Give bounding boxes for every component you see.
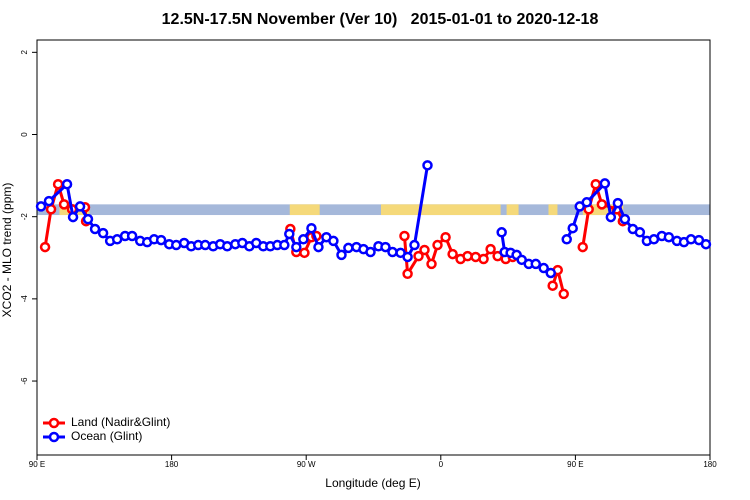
legend-label: Ocean (Glint) [71, 429, 142, 443]
data-point [581, 197, 593, 208]
land-range [506, 204, 519, 216]
data-point [365, 246, 376, 258]
data-point [462, 250, 473, 262]
data-point [402, 268, 413, 280]
data-point [61, 178, 73, 190]
data-point [343, 242, 354, 254]
data-point [298, 234, 309, 245]
data-point [567, 222, 578, 234]
data-point [328, 235, 339, 247]
data-point [67, 211, 79, 223]
y-tick-label: 0 [20, 132, 29, 137]
data-point [561, 234, 572, 245]
data-point [155, 234, 167, 246]
data-point [279, 239, 290, 251]
data-point [478, 253, 489, 265]
data-point [547, 280, 558, 291]
y-tick-label: 2 [20, 50, 29, 55]
data-point [485, 243, 496, 255]
data-point [35, 201, 47, 212]
y-axis-title: XCO2 - MLO trend (ppm) [0, 183, 14, 318]
legend-marker [48, 417, 60, 429]
data-point [496, 227, 507, 238]
data-point [380, 241, 391, 253]
data-point [43, 195, 55, 207]
data-point [413, 250, 424, 262]
data-point [306, 222, 317, 234]
x-tick-label: 180 [703, 460, 717, 469]
data-point [52, 178, 64, 190]
data-point [619, 213, 631, 225]
x-tick-label: 180 [165, 460, 179, 469]
x-tick-label: 90 E [29, 460, 45, 469]
data-point [538, 262, 549, 274]
data-point [558, 288, 569, 300]
data-point [419, 244, 430, 256]
chart-title: 12.5N-17.5N November (Ver 10) 2015-01-01… [162, 11, 599, 28]
land-range [582, 204, 624, 216]
data-point [599, 178, 611, 189]
data-point [200, 239, 211, 251]
legend-marker [48, 431, 60, 443]
data-point [45, 204, 57, 215]
data-point [447, 248, 458, 260]
data-point [126, 230, 138, 242]
data-point [426, 258, 437, 270]
data-point [97, 227, 109, 239]
y-tick-label: -4 [20, 295, 29, 303]
data-point [387, 246, 398, 258]
x-tick-label: 0 [439, 460, 444, 469]
data-point [605, 211, 617, 223]
data-point [700, 238, 712, 250]
y-tick-label: -6 [20, 377, 29, 385]
data-point [440, 231, 451, 243]
land-range [289, 204, 320, 216]
data-point [82, 213, 94, 225]
y-tick-label: -2 [20, 213, 29, 221]
x-tick-label: 90 W [297, 460, 316, 469]
data-point [634, 227, 646, 238]
data-point [402, 251, 413, 263]
data-point [590, 178, 601, 190]
data-point [596, 199, 608, 210]
data-point [291, 241, 302, 253]
land-range [548, 204, 558, 216]
data-point [399, 230, 410, 242]
data-point [663, 231, 675, 243]
data-point [577, 241, 588, 253]
data-point [313, 241, 324, 253]
data-point [39, 241, 51, 253]
data-point [221, 241, 233, 252]
data-point [612, 197, 624, 209]
data-point [530, 258, 542, 270]
x-tick-label: 90 E [567, 460, 583, 469]
data-point [284, 228, 295, 240]
data-point [545, 267, 556, 279]
land-range [380, 204, 501, 216]
data-point [336, 249, 347, 261]
legend-label: Land (Nadir&Glint) [71, 415, 170, 429]
data-point [422, 160, 433, 171]
x-axis-title: Longitude (deg E) [325, 476, 420, 490]
data-point [58, 199, 70, 210]
data-point [432, 239, 443, 251]
data-point [74, 201, 86, 212]
data-point [409, 239, 420, 251]
data-point [89, 223, 101, 235]
data-point [299, 247, 310, 259]
reference-band [37, 204, 710, 216]
